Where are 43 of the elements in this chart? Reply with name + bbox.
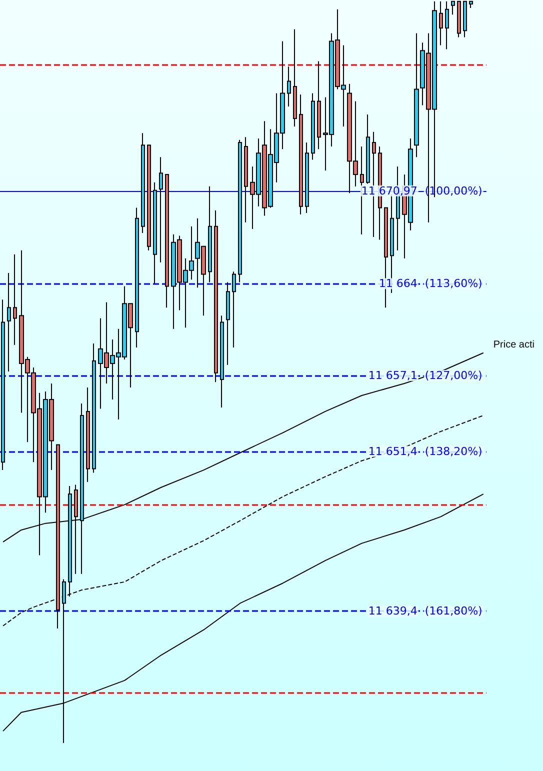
series-label: Price acti (493, 339, 534, 350)
annotation: (113,60%) (424, 277, 482, 290)
candlestick (92, 343, 96, 474)
candlestick (159, 156, 163, 263)
candlestick (311, 92, 315, 160)
candlestick (299, 94, 303, 215)
candlestick (141, 132, 145, 234)
y-tick-label: 11 664 (378, 277, 418, 290)
candlestick (317, 60, 321, 150)
annotation: (127,00%) (424, 369, 482, 382)
candlestick (293, 28, 297, 128)
candlestick (135, 207, 139, 348)
candlestick (439, 0, 443, 46)
candlestick (238, 139, 242, 283)
candlestick (13, 254, 17, 346)
candlestick (244, 136, 248, 223)
candlestick (147, 144, 151, 251)
candlestick (220, 315, 224, 408)
y-tick-label: 11 657,1 (368, 369, 418, 382)
y-tick-label: 11 670,97 (361, 184, 418, 198)
candlestick (469, 0, 473, 8)
candlestick (414, 32, 419, 158)
candlestick (305, 142, 309, 214)
candlestick (457, 0, 461, 38)
candlestick (226, 282, 230, 366)
candlestick (287, 66, 291, 108)
y-tick-label: 11 639,4 (368, 604, 418, 618)
candlestick (7, 272, 11, 372)
candlestick (86, 386, 90, 483)
candlestick (463, 0, 467, 38)
candlestick (360, 146, 364, 235)
candlestick (208, 186, 212, 283)
candlestick (232, 271, 236, 348)
candlestick (214, 210, 218, 383)
candlestick (366, 114, 370, 184)
annotation: (161,80%) (424, 604, 482, 618)
annotation: (138,20%) (424, 444, 482, 458)
candlestick (165, 174, 169, 308)
y-tick-label: 11 651,4 (368, 444, 418, 458)
candlestick (445, 0, 449, 50)
candlestick (451, 0, 455, 16)
candlestick (1, 299, 5, 471)
candlestick (153, 182, 157, 284)
